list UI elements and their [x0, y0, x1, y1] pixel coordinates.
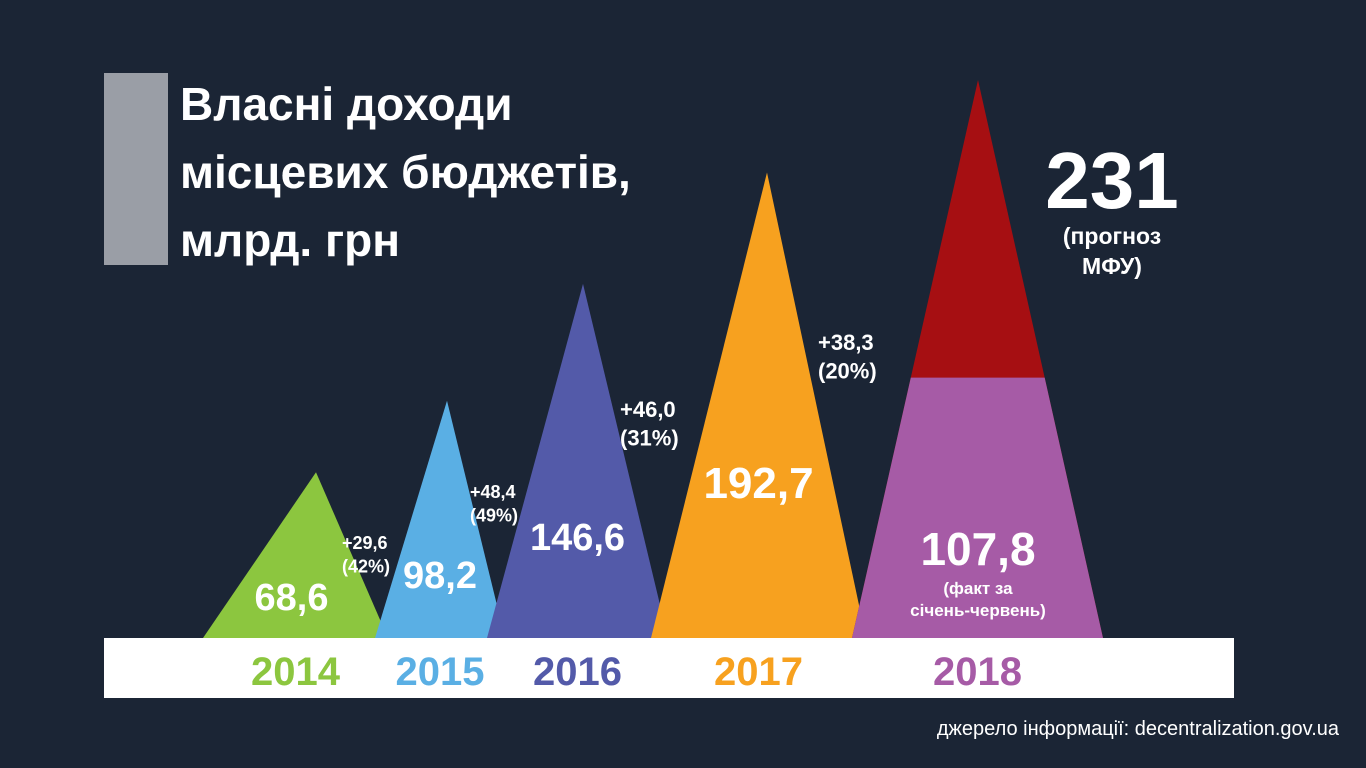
growth-percent: (20%)	[818, 359, 877, 384]
year-label: 2014	[251, 650, 341, 694]
triangle	[487, 283, 668, 638]
year-label: 2017	[714, 650, 803, 694]
triangle	[375, 400, 505, 638]
value-label: 146,6	[530, 517, 625, 559]
value-label: 231	[1045, 136, 1178, 225]
growth-label: +48,4	[470, 482, 516, 502]
partial-fact	[852, 377, 1103, 638]
chart-title: місцевих бюджетів,	[180, 146, 631, 198]
partial-note: січень-червень)	[910, 601, 1046, 620]
growth-label: +46,0	[620, 397, 676, 422]
source: джерело інформації: decentralization.gov…	[937, 718, 1340, 740]
growth-label: +29,6	[342, 533, 388, 553]
chart-title: млрд. грн	[180, 214, 400, 266]
forecast-note: (прогноз	[1063, 223, 1161, 249]
growth-percent: (49%)	[470, 505, 518, 525]
forecast-note: МФУ)	[1082, 253, 1142, 279]
title-accent	[104, 73, 168, 265]
triangle	[203, 472, 388, 638]
year-strip	[104, 638, 1234, 698]
triangle	[651, 172, 866, 638]
value-label: 192,7	[703, 459, 813, 508]
growth-percent: (42%)	[342, 556, 390, 576]
value-label: 107,8	[920, 523, 1035, 575]
value-label: 68,6	[255, 577, 329, 619]
year-label: 2016	[533, 650, 622, 694]
partial-note: (факт за	[943, 579, 1013, 598]
growth-label: +38,3	[818, 330, 874, 355]
value-label: 98,2	[403, 555, 477, 597]
year-label: 2015	[396, 650, 485, 694]
chart-title: Власні доходи	[180, 78, 513, 130]
year-label: 2018	[933, 650, 1022, 694]
growth-percent: (31%)	[620, 426, 679, 451]
